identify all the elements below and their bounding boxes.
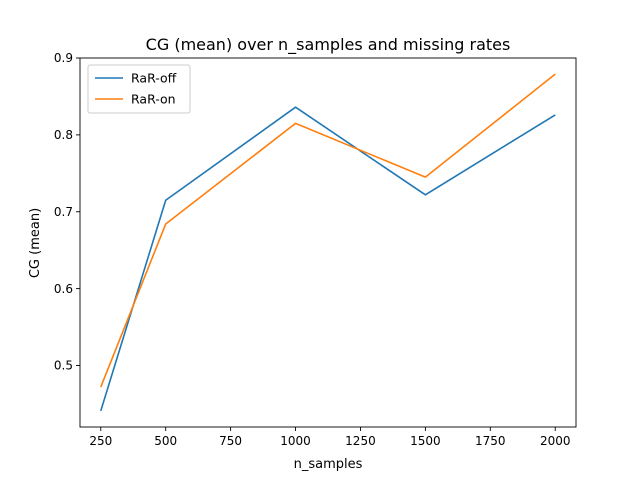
- axes-frame: [79, 57, 577, 428]
- y-tick-label: 0.9: [54, 51, 73, 65]
- plot-area: 250 500 750 1000 1250 1500 1750 2000 0.5 0.6 0.7 0.…: [54, 51, 577, 448]
- chart-title: CG (mean) over n_samples and missing rat…: [146, 35, 511, 55]
- x-tick-label: 250: [89, 434, 112, 448]
- x-tick-label: 750: [219, 434, 242, 448]
- legend-label-rar-off: RaR-off: [131, 71, 177, 86]
- x-tick-label: 2000: [540, 434, 571, 448]
- x-tick-label: 1500: [410, 434, 441, 448]
- legend-box: [87, 64, 191, 114]
- y-tick-label: 0.6: [54, 282, 73, 296]
- y-axis-label: CG (mean): [28, 208, 43, 278]
- x-tick-label: 1000: [280, 434, 311, 448]
- x-axis-label: n_samples: [294, 457, 363, 472]
- x-tick-label: 500: [154, 434, 177, 448]
- y-tick-label: 0.7: [54, 205, 73, 219]
- x-tick-label: 1750: [475, 434, 506, 448]
- x-tick-label: 1250: [345, 434, 376, 448]
- series-line-rar-off: [100, 106, 556, 412]
- legend: RaR-off RaR-on: [87, 64, 191, 114]
- legend-label-rar-on: RaR-on: [131, 92, 176, 107]
- series-line-rar-on: [100, 73, 556, 388]
- y-tick-label: 0.8: [54, 128, 73, 142]
- y-tick-label: 0.5: [54, 359, 73, 373]
